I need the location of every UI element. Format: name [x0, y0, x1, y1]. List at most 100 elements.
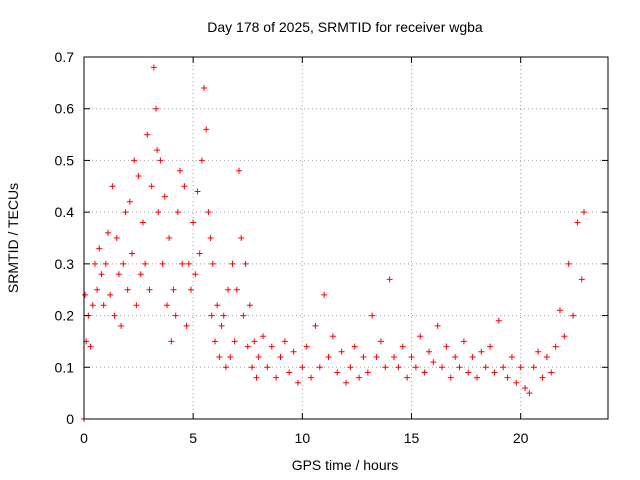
data-point: [408, 353, 415, 360]
data-point: [580, 209, 587, 216]
data-point: [561, 333, 568, 340]
data-point: [343, 379, 349, 386]
y-tick-label: 0.4: [55, 204, 75, 220]
data-point: [240, 312, 247, 319]
data-point: [443, 343, 450, 350]
data-point: [334, 369, 341, 376]
ticks: [83, 56, 608, 420]
data-point: [113, 235, 120, 241]
data-point: [115, 271, 122, 278]
data-point: [290, 348, 297, 355]
data-point: [229, 260, 236, 267]
data-point: [139, 219, 146, 226]
data-point: [146, 286, 153, 293]
data-point: [508, 353, 515, 360]
data-point: [100, 302, 107, 309]
data-point: [118, 322, 125, 329]
data-point: [91, 260, 98, 267]
data-point: [220, 312, 227, 319]
data-point: [251, 338, 258, 345]
data-point: [316, 364, 323, 371]
data-point: [299, 364, 306, 371]
data-point: [447, 374, 454, 381]
y-tick-label: 0: [66, 411, 74, 427]
y-axis-label: SRMTID / TECUs: [5, 183, 21, 293]
data-point: [399, 343, 406, 350]
data-point: [351, 343, 358, 350]
x-tick-label: 5: [189, 430, 197, 446]
data-point: [183, 322, 190, 329]
data-point: [87, 343, 94, 350]
data-point: [303, 343, 310, 350]
data-point: [360, 353, 367, 360]
data-point: [102, 260, 109, 267]
data-point: [281, 338, 288, 345]
data-point: [133, 302, 140, 309]
y-tick-label: 0.5: [55, 152, 75, 168]
data-point: [565, 260, 572, 267]
data-point: [273, 374, 280, 381]
x-tick-label: 15: [404, 430, 420, 446]
data-point: [570, 312, 577, 319]
data-point: [107, 291, 114, 298]
data-point: [321, 291, 328, 298]
data-point: [382, 364, 389, 371]
data-point: [500, 364, 507, 371]
data-point: [209, 260, 216, 267]
data-point: [369, 312, 376, 319]
data-point: [268, 343, 275, 350]
data-point: [308, 374, 315, 381]
data-point: [395, 364, 402, 371]
data-point: [231, 338, 238, 345]
data-point: [329, 333, 336, 340]
data-point: [286, 369, 293, 376]
data-point: [478, 348, 485, 355]
data-point: [487, 343, 494, 350]
data-point: [377, 338, 384, 345]
data-point: [168, 338, 175, 345]
data-point: [124, 286, 131, 293]
data-point: [491, 369, 498, 376]
data-point: [163, 302, 170, 309]
data-point: [105, 229, 112, 236]
data-point: [208, 312, 215, 319]
data-point: [548, 369, 555, 376]
data-point: [417, 333, 424, 340]
data-point: [172, 312, 179, 319]
x-axis-label: GPS time / hours: [292, 457, 399, 473]
data-point: [82, 291, 89, 298]
data-point: [159, 260, 166, 267]
data-point: [96, 245, 103, 252]
data-point: [190, 219, 197, 226]
data-point: [460, 338, 467, 345]
data-point: [364, 369, 371, 376]
data-point: [129, 250, 136, 257]
data-point: [150, 64, 157, 71]
data-point: [157, 157, 164, 164]
x-tick-label: 20: [513, 430, 529, 446]
data-point: [552, 343, 559, 350]
data-point: [201, 85, 208, 92]
data-point: [430, 359, 437, 366]
data-point: [253, 374, 260, 381]
data-point: [535, 348, 542, 355]
data-point: [225, 286, 232, 293]
data-point: [238, 235, 245, 241]
data-point: [246, 302, 253, 309]
x-tick-label: 10: [295, 430, 311, 446]
data-point: [137, 271, 144, 278]
data-point: [356, 374, 363, 381]
data-point: [109, 183, 116, 190]
data-point: [578, 276, 585, 283]
data-point: [131, 157, 138, 164]
data-point: [98, 271, 105, 278]
data-point: [111, 312, 118, 319]
data-points: [81, 64, 587, 422]
data-point: [154, 147, 161, 154]
data-point: [155, 209, 162, 216]
data-point: [522, 384, 529, 391]
data-point: [312, 322, 319, 329]
data-point: [482, 364, 489, 371]
data-point: [517, 364, 524, 371]
data-point: [177, 167, 184, 174]
